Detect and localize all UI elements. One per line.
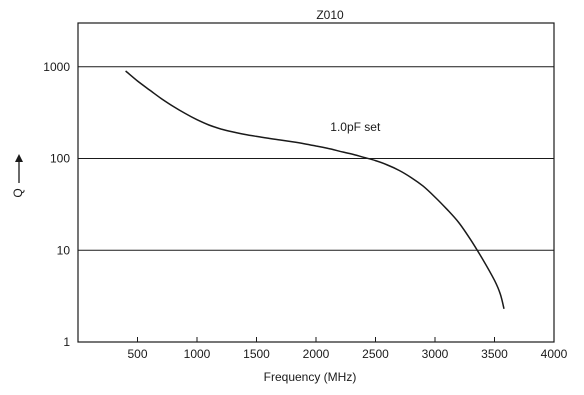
- y-tick-label-100: 100: [50, 152, 70, 166]
- x-tick-label-3500: 3500: [481, 347, 508, 361]
- x-tick-label-4000: 4000: [541, 347, 568, 361]
- x-tick-label-2500: 2500: [362, 347, 389, 361]
- series-line-1: [125, 70, 505, 309]
- plot-frame: [77, 22, 555, 343]
- x-tick-label-3000: 3000: [422, 347, 449, 361]
- annotation-label-1: 1.0pF set: [330, 120, 381, 134]
- y-axis-arrow-head: [15, 154, 23, 162]
- y-axis-ticks: 1 10 100 1000: [43, 60, 70, 349]
- x-tick-label-2000: 2000: [303, 347, 330, 361]
- x-tick-label-500: 500: [127, 347, 147, 361]
- x-tick-label-1000: 1000: [184, 347, 211, 361]
- annotation-layer: 1.0pF set: [330, 120, 381, 134]
- y-tick-label-1000: 1000: [43, 60, 70, 74]
- y-tick-label-10: 10: [57, 243, 71, 257]
- gridlines: [78, 66, 554, 251]
- x-tick-label-1500: 1500: [243, 347, 270, 361]
- x-axis-label: Frequency (MHz): [264, 370, 357, 384]
- y-axis-label-group: Q: [11, 154, 25, 198]
- y-tick-label-1: 1: [63, 335, 70, 349]
- series-layer: [125, 70, 505, 309]
- x-axis-ticks: 500 1000 1500 2000 2500 3000 3500 4000: [127, 337, 568, 361]
- y-axis-label: Q: [11, 188, 25, 197]
- chart-title: Z010: [316, 8, 344, 22]
